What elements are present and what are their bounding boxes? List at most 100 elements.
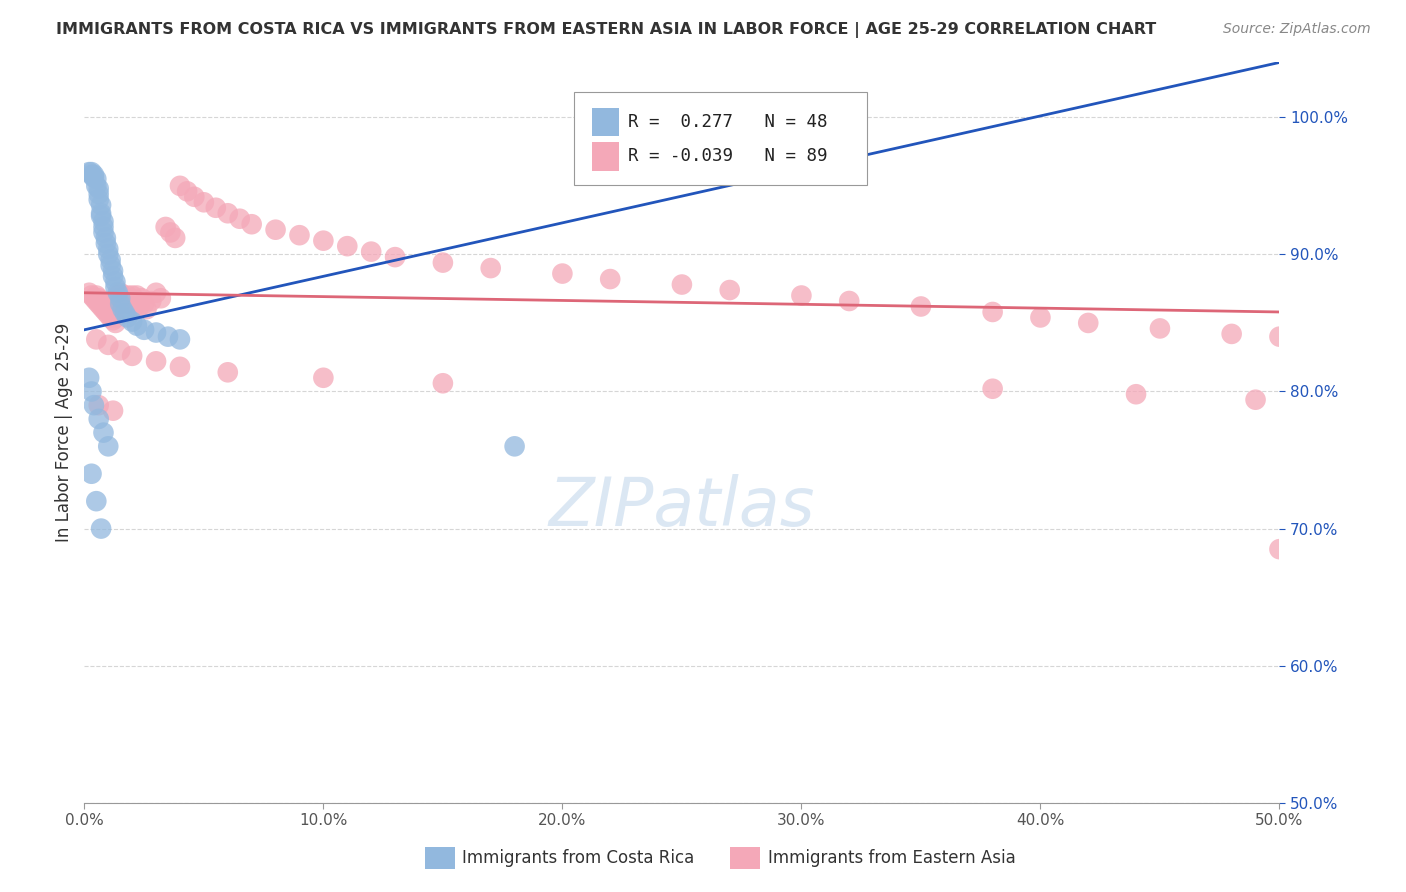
Point [94, 300, 117, 314]
Point [94, 231, 117, 245]
Point [910, 300, 932, 314]
Point [90, 522, 112, 536]
Point [87, 297, 110, 311]
Point [479, 261, 502, 276]
Point [114, 306, 136, 320]
Point [77, 371, 100, 385]
Point [107, 285, 129, 300]
Point [121, 349, 143, 363]
Point [159, 226, 181, 240]
Point [503, 439, 526, 453]
Point [157, 329, 180, 343]
Point [790, 288, 813, 302]
FancyBboxPatch shape [575, 92, 868, 185]
Point [94, 236, 117, 251]
Point [111, 302, 134, 317]
Point [80, 467, 103, 481]
Text: R =  0.277   N = 48: R = 0.277 N = 48 [628, 112, 828, 130]
Bar [425, 847, 456, 870]
Point [165, 231, 187, 245]
Point [125, 318, 148, 333]
Point [80, 165, 103, 179]
Point [132, 323, 156, 337]
Point [83, 291, 105, 305]
Point [83, 398, 105, 412]
Point [205, 201, 228, 215]
Point [86, 178, 108, 193]
Point [128, 300, 150, 314]
Point [149, 291, 172, 305]
Point [1077, 316, 1099, 330]
Point [90, 300, 112, 314]
Point [110, 297, 132, 311]
Point [124, 300, 146, 314]
Point [110, 285, 132, 300]
Point [599, 272, 621, 286]
Point [104, 275, 127, 289]
Point [217, 365, 239, 379]
Point [93, 214, 115, 228]
Y-axis label: In Labor Force | Age 25-29: In Labor Force | Age 25-29 [55, 323, 73, 542]
Point [101, 264, 124, 278]
Point [384, 250, 406, 264]
Text: ZIPatlas: ZIPatlas [548, 474, 815, 540]
Point [183, 190, 205, 204]
Point [90, 293, 112, 308]
Point [111, 293, 134, 308]
Point [1029, 310, 1052, 325]
Point [77, 165, 100, 179]
Point [1149, 321, 1171, 335]
Point [87, 193, 110, 207]
Point [981, 305, 1004, 319]
Point [229, 211, 252, 226]
Point [121, 293, 143, 308]
Point [432, 376, 454, 391]
Point [83, 170, 105, 185]
Point [169, 178, 191, 193]
Point [104, 280, 127, 294]
Point [86, 288, 108, 302]
Point [100, 310, 122, 325]
Point [86, 172, 108, 186]
Point [80, 288, 103, 302]
Point [90, 198, 112, 212]
Bar [592, 143, 619, 170]
Point [169, 359, 191, 374]
Point [169, 332, 191, 346]
Point [1268, 329, 1291, 343]
Point [1220, 326, 1243, 341]
Point [100, 305, 122, 319]
Text: Source: ZipAtlas.com: Source: ZipAtlas.com [1223, 22, 1371, 37]
Point [217, 206, 239, 220]
Point [125, 288, 148, 302]
Point [145, 326, 167, 340]
Point [94, 305, 117, 319]
Point [312, 371, 335, 385]
Point [117, 288, 139, 302]
Point [432, 255, 454, 269]
Text: Immigrants from Eastern Asia: Immigrants from Eastern Asia [768, 849, 1015, 867]
Point [264, 223, 287, 237]
Point [86, 494, 108, 508]
Point [117, 293, 139, 308]
Point [336, 239, 359, 253]
Point [101, 313, 124, 327]
Point [1268, 542, 1291, 557]
Point [97, 242, 120, 256]
Point [97, 338, 120, 352]
Point [90, 206, 112, 220]
Point [77, 285, 100, 300]
Point [288, 228, 311, 243]
Point [93, 219, 115, 234]
Bar [730, 847, 759, 870]
Point [110, 291, 132, 305]
Point [1244, 392, 1267, 407]
Point [981, 382, 1004, 396]
Point [312, 234, 335, 248]
Point [97, 302, 120, 317]
Point [193, 195, 215, 210]
Point [86, 332, 108, 346]
Point [80, 168, 103, 182]
Point [87, 412, 110, 426]
Point [551, 267, 574, 281]
